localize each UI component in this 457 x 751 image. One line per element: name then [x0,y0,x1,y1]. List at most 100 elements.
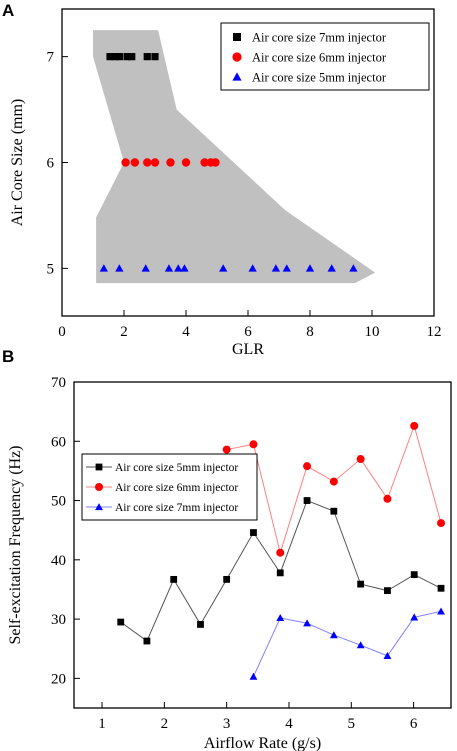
legend-label: Air core size 7mm injector [252,31,387,45]
panel-a-region-layer [93,30,376,284]
data-point [106,53,114,61]
data-point [383,494,392,503]
data-point [248,264,257,272]
data-point [282,264,291,272]
x-tick-label: 5 [348,716,356,732]
data-point [222,445,231,454]
data-point [150,158,160,167]
data-point [249,672,258,680]
y-tick-label: 50 [51,494,66,510]
panel-a-y-ticks: 5 6 7 [47,50,68,277]
data-point [123,53,131,61]
x-tick-label: 0 [58,324,66,340]
y-tick-label: 5 [47,261,55,277]
data-point [143,637,151,645]
x-tick-label: 12 [427,324,442,340]
data-point [151,53,159,61]
x-tick-label: 6 [410,716,418,732]
data-point [410,613,419,621]
panel-a: A 0 2 4 6 8 10 12 5 6 7 GLR Air Core Size (mm) A… [2,1,442,358]
y-tick-label: 7 [47,50,55,66]
data-point [117,618,125,626]
data-point [181,158,191,167]
data-point [271,264,281,272]
panel-a-x-axis-label: GLR [232,341,264,358]
data-point [249,440,258,449]
data-point [250,529,257,536]
panel-b-y-ticks: 20 30 40 50 60 70 [51,375,80,687]
series-line [253,610,442,677]
data-point [327,264,336,272]
panel-b: B 1 2 3 4 5 6 20 30 40 50 60 70 Airflow Rate (g/s)… [2,347,452,751]
legend-marker [232,72,242,81]
panel-b-x-axis-label: Airflow Rate (g/s) [204,735,321,751]
data-point [197,621,204,628]
data-point [437,519,446,528]
x-tick-label: 2 [120,324,128,340]
x-tick-label: 4 [285,716,293,732]
data-point [223,575,231,583]
data-point [437,584,445,592]
legend-marker [95,463,103,471]
data-point [305,264,315,272]
data-point [141,264,150,272]
data-point [410,421,419,430]
data-point [357,580,365,588]
data-point [180,264,189,272]
data-point [356,455,365,464]
legend-box [220,22,430,91]
data-point [121,158,130,167]
data-point [330,507,338,515]
panel-a-legend: Air core size 7mm injector Air core size … [220,22,430,91]
data-point [329,631,338,639]
data-point [211,158,220,167]
data-point [303,462,312,471]
x-tick-label: 6 [244,324,252,340]
data-point [303,619,311,627]
data-point [115,264,124,272]
legend-label: Air core size 6mm injector [252,51,387,65]
panel-b-label: B [2,347,14,366]
data-point [356,641,365,649]
data-point [111,53,119,61]
y-tick-label: 6 [47,156,55,172]
x-tick-label: 1 [98,716,106,732]
data-point [276,548,285,557]
legend-marker [233,33,241,41]
x-tick-label: 3 [223,716,231,732]
data-point [164,264,174,272]
data-point [219,264,228,272]
data-point [166,158,175,167]
data-point [115,53,123,61]
y-tick-label: 70 [51,375,66,391]
data-point [329,477,338,486]
legend-marker [232,52,242,62]
panel-b-x-ticks: 1 2 3 4 5 6 [98,702,418,732]
panel-b-points-layer [117,421,446,680]
panel-b-plot-frame [73,381,452,709]
x-tick-label: 4 [182,324,190,340]
y-tick-label: 20 [51,671,66,687]
x-tick-label: 2 [161,716,169,732]
data-point [170,575,178,583]
legend-marker [95,483,103,491]
legend-label: Air core size 7mm injector [115,502,238,514]
y-tick-label: 40 [51,553,66,569]
data-point [128,53,136,61]
data-point [276,569,284,577]
data-point [383,651,392,659]
x-tick-label: 10 [365,324,380,340]
y-tick-label: 60 [51,434,66,450]
panel-b-y-axis-label: Self-excitation Frequency (Hz) [7,445,24,644]
legend-label: Air core size 5mm injector [115,462,238,474]
panel-a-points-layer [99,53,358,272]
data-point [143,158,152,167]
panel-a-x-ticks: 0 2 4 6 8 10 12 [58,310,442,340]
data-point [143,53,151,61]
data-point [437,607,445,615]
feasible-region [93,30,376,284]
data-point [99,264,108,272]
data-point [384,587,391,595]
data-point [130,158,140,167]
